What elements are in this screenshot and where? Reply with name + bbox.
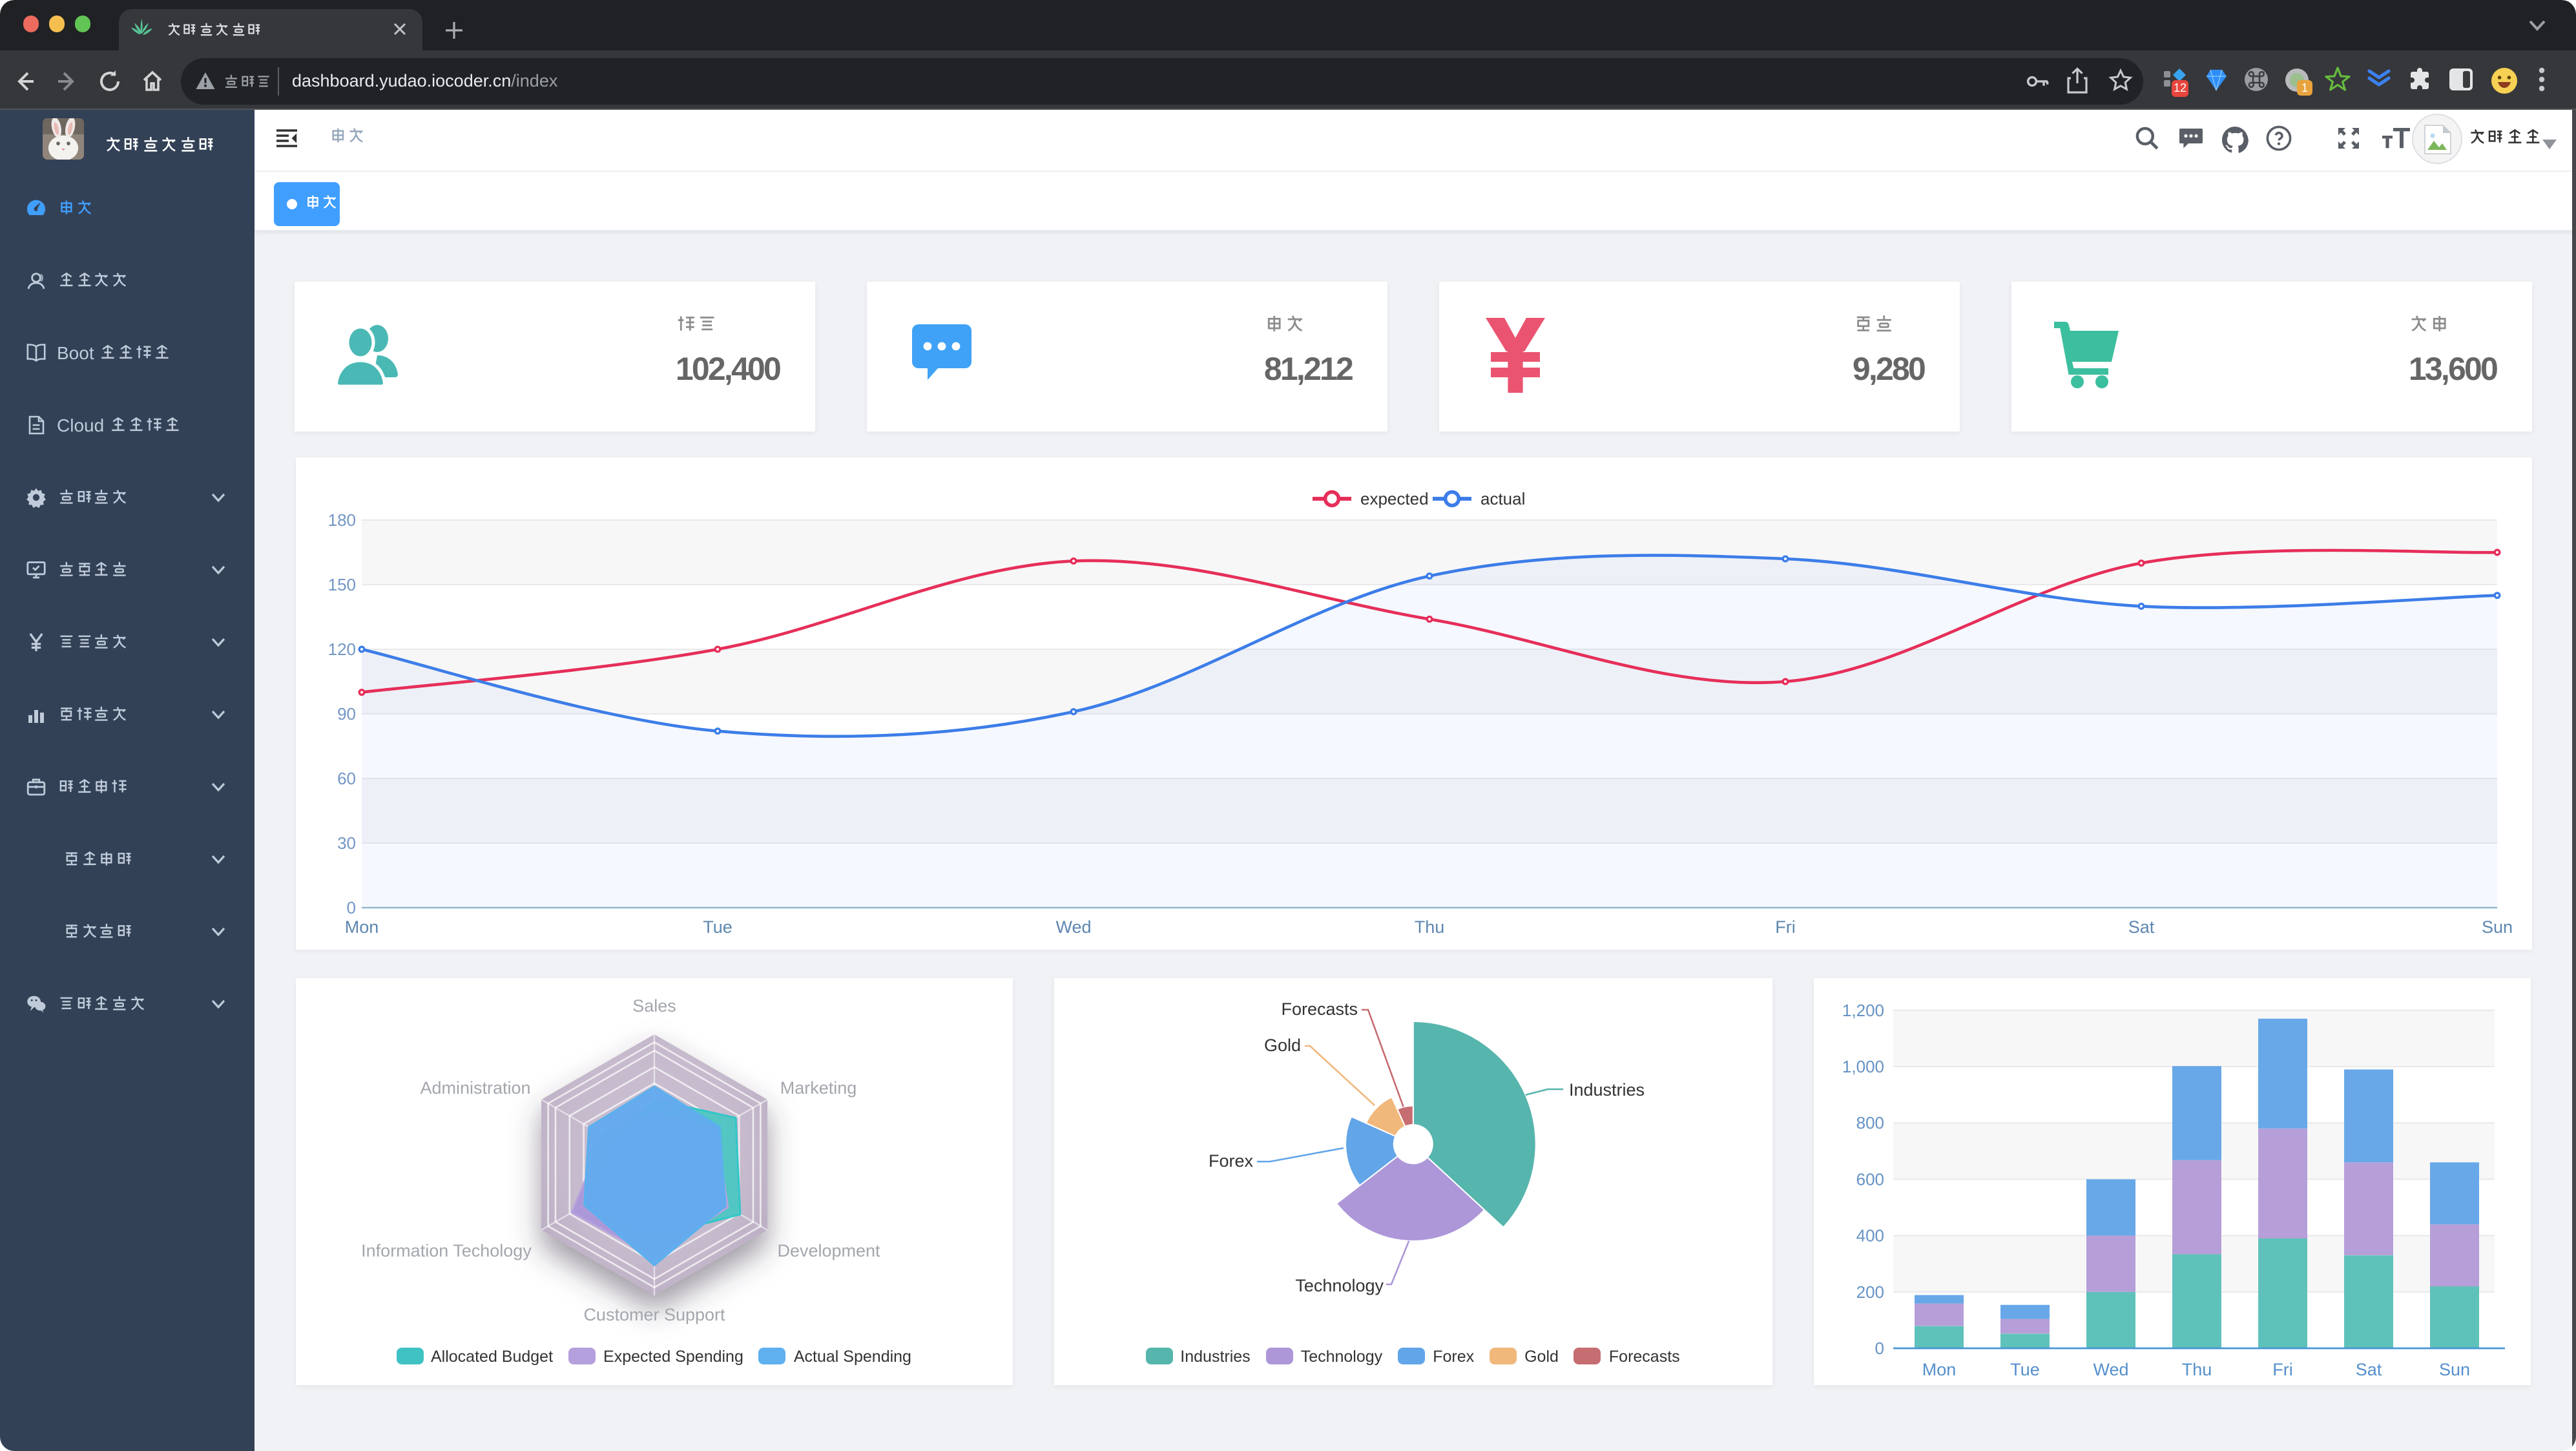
svg-text:Customer Support: Customer Support (583, 1304, 725, 1324)
svg-text:30: 30 (337, 833, 356, 852)
svg-text:Gold: Gold (1264, 1035, 1301, 1054)
svg-text:Tue: Tue (2010, 1359, 2039, 1379)
svg-text:Development: Development (776, 1240, 880, 1260)
svg-text:600: 600 (1856, 1169, 1884, 1188)
svg-text:120: 120 (328, 639, 356, 658)
svg-text:Wed: Wed (2092, 1359, 2128, 1379)
svg-text:Forex: Forex (1209, 1151, 1254, 1170)
svg-text:Administration: Administration (419, 1078, 530, 1097)
svg-text:1,200: 1,200 (1842, 1000, 1884, 1019)
svg-text:actual: actual (1480, 488, 1525, 508)
svg-text:Technology: Technology (1295, 1275, 1384, 1295)
svg-text:Sat: Sat (2128, 917, 2155, 936)
svg-text:Sun: Sun (2482, 917, 2513, 936)
svg-text:Sat: Sat (2355, 1359, 2382, 1379)
svg-text:1,000: 1,000 (1842, 1056, 1884, 1076)
svg-text:0: 0 (1875, 1338, 1884, 1357)
svg-text:0: 0 (347, 897, 356, 917)
svg-text:Tue: Tue (703, 917, 732, 936)
svg-text:Industries: Industries (1569, 1080, 1645, 1099)
svg-text:expected: expected (1360, 488, 1429, 508)
svg-text:Wed: Wed (1055, 917, 1091, 936)
svg-text:Fri: Fri (2272, 1359, 2292, 1379)
svg-text:Forecasts: Forecasts (1281, 999, 1358, 1018)
svg-text:Sun: Sun (2438, 1359, 2469, 1379)
svg-text:Thu: Thu (1415, 917, 1445, 936)
svg-text:Thu: Thu (2181, 1359, 2212, 1379)
svg-text:800: 800 (1856, 1112, 1884, 1132)
svg-text:200: 200 (1856, 1282, 1884, 1301)
svg-text:90: 90 (337, 704, 356, 723)
svg-text:Sales: Sales (632, 996, 676, 1015)
svg-text:Mon: Mon (345, 917, 379, 936)
svg-text:Fri: Fri (1775, 917, 1795, 936)
svg-text:400: 400 (1856, 1226, 1884, 1245)
svg-text:150: 150 (328, 574, 356, 594)
svg-text:180: 180 (328, 510, 356, 529)
svg-text:60: 60 (337, 768, 356, 788)
svg-text:Mon: Mon (1922, 1359, 1956, 1379)
svg-text:Information Techology: Information Techology (360, 1240, 531, 1260)
svg-text:Marketing: Marketing (780, 1078, 857, 1097)
